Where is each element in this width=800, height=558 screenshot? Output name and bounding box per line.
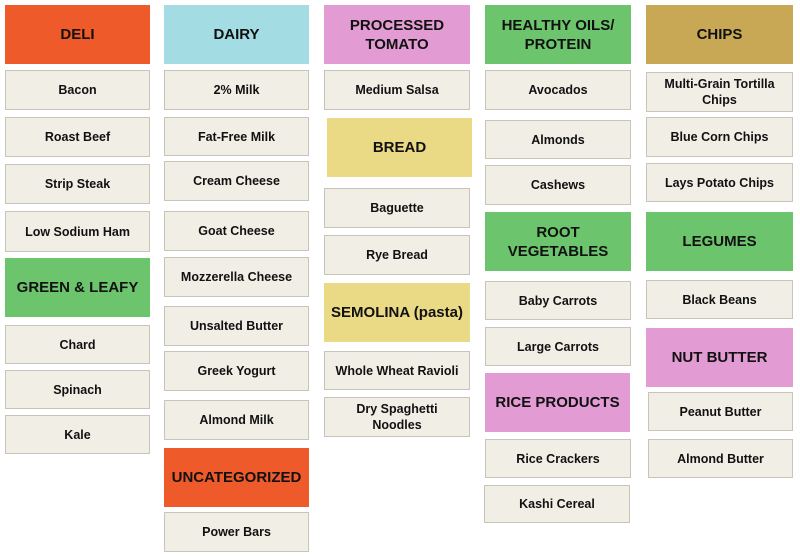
- item-peanut-butter[interactable]: Peanut Butter: [648, 392, 793, 431]
- category-processed-tomato: PROCESSED TOMATO: [324, 5, 470, 64]
- item-2-milk[interactable]: 2% Milk: [164, 70, 309, 110]
- category-rice-products: RICE PRODUCTS: [485, 373, 630, 432]
- item-almonds[interactable]: Almonds: [485, 120, 631, 159]
- item-almond-butter[interactable]: Almond Butter: [648, 439, 793, 478]
- item-goat-cheese[interactable]: Goat Cheese: [164, 211, 309, 251]
- item-almond-milk[interactable]: Almond Milk: [164, 400, 309, 440]
- item-power-bars[interactable]: Power Bars: [164, 512, 309, 552]
- category-healthy-oils-protein: HEALTHY OILS/ PROTEIN: [485, 5, 631, 64]
- category-green-leafy: GREEN & LEAFY: [5, 258, 150, 317]
- item-blue-corn-chips[interactable]: Blue Corn Chips: [646, 117, 793, 157]
- category-dairy: DAIRY: [164, 5, 309, 64]
- item-low-sodium-ham[interactable]: Low Sodium Ham: [5, 211, 150, 252]
- item-multi-grain-tortilla-chips[interactable]: Multi-Grain Tortilla Chips: [646, 72, 793, 112]
- category-nut-butter: NUT BUTTER: [646, 328, 793, 387]
- item-greek-yogurt[interactable]: Greek Yogurt: [164, 351, 309, 391]
- item-black-beans[interactable]: Black Beans: [646, 280, 793, 319]
- item-unsalted-butter[interactable]: Unsalted Butter: [164, 306, 309, 346]
- item-mozzerella-cheese[interactable]: Mozzerella Cheese: [164, 257, 309, 297]
- item-rice-crackers[interactable]: Rice Crackers: [485, 439, 631, 478]
- category-legumes: LEGUMES: [646, 212, 793, 271]
- category-bread: BREAD: [327, 118, 472, 177]
- item-fat-free-milk[interactable]: Fat-Free Milk: [164, 117, 309, 156]
- item-rye-bread[interactable]: Rye Bread: [324, 235, 470, 275]
- category-deli: DELI: [5, 5, 150, 64]
- item-medium-salsa[interactable]: Medium Salsa: [324, 70, 470, 110]
- category-root-vegetables: ROOT VEGETABLES: [485, 212, 631, 271]
- item-bacon[interactable]: Bacon: [5, 70, 150, 110]
- item-whole-wheat-ravioli[interactable]: Whole Wheat Ravioli: [324, 351, 470, 390]
- item-lays-potato-chips[interactable]: Lays Potato Chips: [646, 163, 793, 202]
- item-dry-spaghetti-noodles[interactable]: Dry Spaghetti Noodles: [324, 397, 470, 437]
- item-spinach[interactable]: Spinach: [5, 370, 150, 409]
- item-roast-beef[interactable]: Roast Beef: [5, 117, 150, 157]
- item-kashi-cereal[interactable]: Kashi Cereal: [484, 485, 630, 523]
- item-baguette[interactable]: Baguette: [324, 188, 470, 228]
- item-cream-cheese[interactable]: Cream Cheese: [164, 161, 309, 201]
- item-strip-steak[interactable]: Strip Steak: [5, 164, 150, 204]
- item-avocados[interactable]: Avocados: [485, 70, 631, 110]
- category-chips: CHIPS: [646, 5, 793, 64]
- category-semolina: SEMOLINA (pasta): [324, 283, 470, 342]
- item-cashews[interactable]: Cashews: [485, 165, 631, 205]
- item-kale[interactable]: Kale: [5, 415, 150, 454]
- item-large-carrots[interactable]: Large Carrots: [485, 327, 631, 366]
- item-chard[interactable]: Chard: [5, 325, 150, 364]
- category-uncategorized: UNCATEGORIZED: [164, 448, 309, 507]
- item-baby-carrots[interactable]: Baby Carrots: [485, 281, 631, 320]
